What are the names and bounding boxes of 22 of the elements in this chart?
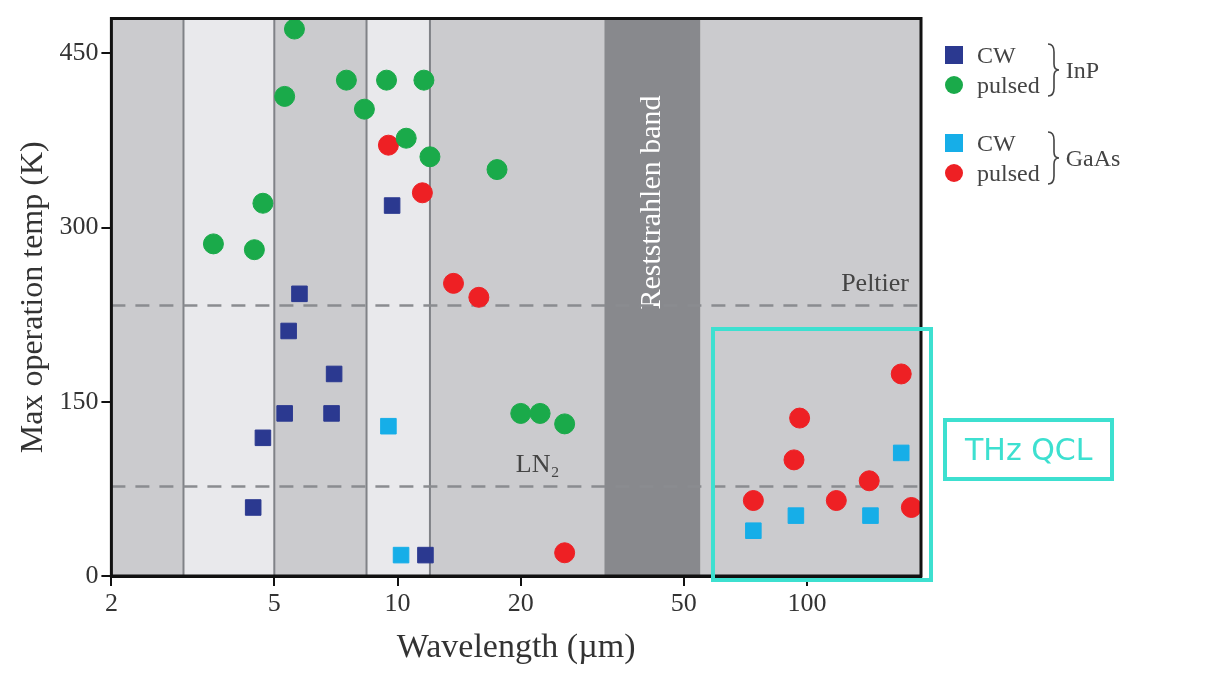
y-tick-label: 450 (59, 37, 99, 67)
y-tick-label: 150 (59, 385, 99, 415)
text: InP (1065, 56, 1100, 84)
text: GaAs (1065, 144, 1121, 172)
ref-line-label: Peltier (841, 268, 910, 298)
x-tick-label: 2 (104, 588, 118, 618)
y-tick-label: 0 (85, 559, 99, 589)
x-tick-label: 10 (384, 588, 411, 618)
legend-label: pulsed (977, 71, 1040, 99)
legend-label: CW (977, 41, 1016, 69)
legend-label: CW (977, 129, 1016, 157)
x-tick-label: 5 (267, 588, 281, 618)
y-axis-title: Max operation temp (K) (12, 141, 49, 454)
x-axis-title: Wavelength (µm) (396, 626, 636, 665)
x-tick-label: 100 (787, 588, 827, 618)
text: THz QCL (943, 418, 1115, 481)
x-tick-label: 50 (670, 588, 697, 618)
band-label: Reststrahlen band (633, 95, 667, 310)
y-tick-label: 300 (59, 211, 99, 241)
x-tick-label: 20 (507, 588, 534, 618)
ref-line-label: LN₂ (515, 449, 560, 479)
legend-label: pulsed (977, 159, 1040, 187)
